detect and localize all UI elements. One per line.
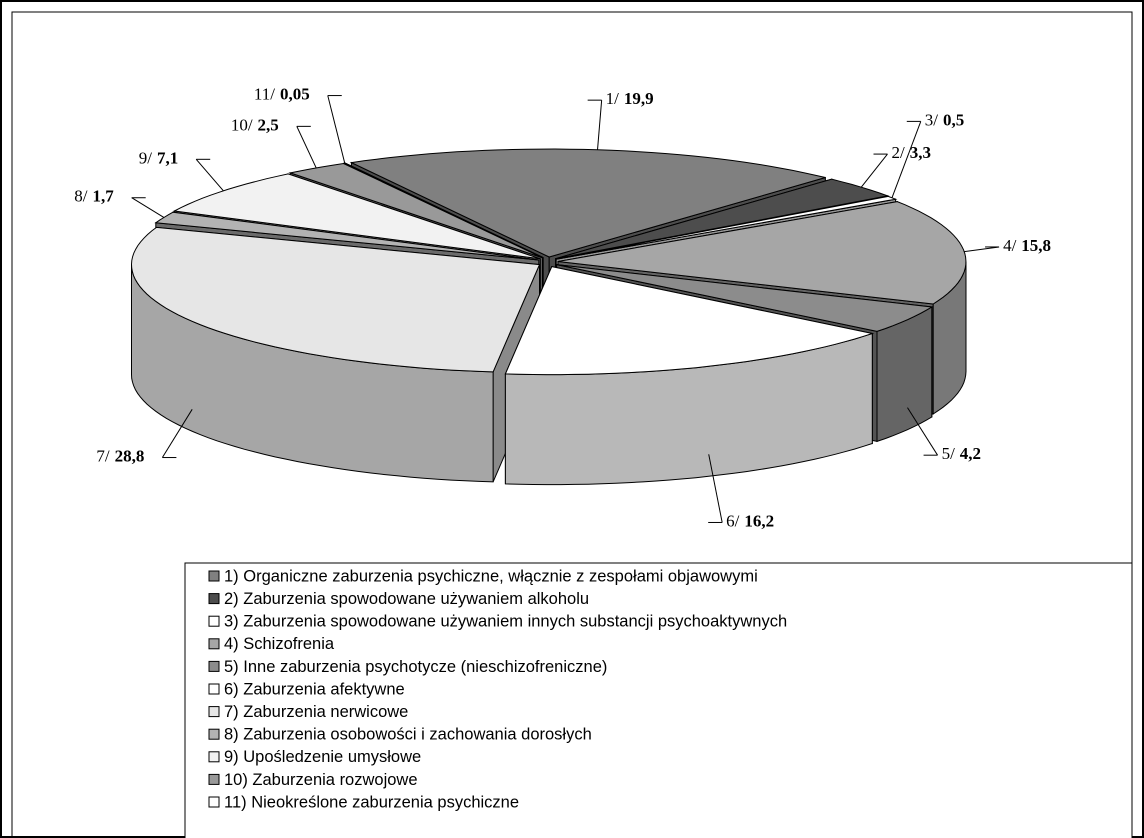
legend-swatch xyxy=(208,615,220,627)
legend-swatch xyxy=(208,593,220,605)
leader-line xyxy=(891,121,922,198)
slice xyxy=(556,264,934,332)
slice-number: 8/ xyxy=(74,187,88,206)
data-label: 5/4,2 xyxy=(942,444,981,463)
legend-label: 4) Schizofrenia xyxy=(224,635,335,653)
legend-swatch xyxy=(208,638,220,650)
legend-label: 2) Zaburzenia spowodowane używaniem alko… xyxy=(224,590,589,608)
value-label: 7,1 xyxy=(157,148,178,167)
leader-line xyxy=(131,197,165,218)
legend-label: 1) Organiczne zaburzenia psychiczne, włą… xyxy=(224,567,758,585)
slice-number: 1/ xyxy=(606,89,620,108)
slice-number: 2/ xyxy=(891,143,905,162)
leader-line xyxy=(860,153,888,188)
leader-line xyxy=(296,126,317,169)
plot-frame xyxy=(11,11,1133,838)
data-label: 10/2,5 xyxy=(231,115,279,134)
slice xyxy=(557,201,967,305)
slice-number: 10/ xyxy=(231,115,253,134)
value-label: 0,05 xyxy=(280,84,310,103)
slice-number: 3/ xyxy=(925,110,939,129)
data-label: 6/16,2 xyxy=(726,511,774,530)
data-label: 8/1,7 xyxy=(74,187,114,206)
leader-line xyxy=(708,454,723,523)
legend-swatch xyxy=(208,660,220,672)
slice xyxy=(154,211,539,261)
slice xyxy=(343,162,544,259)
value-label: 19,9 xyxy=(624,89,654,108)
data-label: 1/19,9 xyxy=(606,89,654,108)
data-label: 2/3,3 xyxy=(891,143,930,162)
legend-box xyxy=(184,562,1133,838)
legend-label: 6) Zaburzenia afektywne xyxy=(224,680,405,698)
leader-line xyxy=(964,246,1000,253)
value-label: 16,2 xyxy=(744,511,774,530)
legend-swatch xyxy=(208,706,220,718)
legend-label: 11) Nieokreślone zaburzenia psychiczne xyxy=(224,793,519,811)
legend-label: 3) Zaburzenia spowodowane używaniem inny… xyxy=(224,613,787,631)
legend-label: 5) Inne zaburzenia psychotycze (nieschiz… xyxy=(224,658,607,676)
leader-line xyxy=(597,100,603,150)
leader-line xyxy=(195,158,224,192)
legend-label: 8) Zaburzenia osobowości i zachowania do… xyxy=(224,726,592,744)
legend-swatch xyxy=(208,751,220,763)
data-label: 4/15,8 xyxy=(1003,236,1051,255)
value-label: 28,8 xyxy=(115,446,145,465)
legend-swatch xyxy=(208,773,220,785)
legend-swatch xyxy=(208,728,220,740)
slice-number: 6/ xyxy=(726,511,740,530)
leader-line xyxy=(907,407,938,456)
legend-swatch xyxy=(208,683,220,695)
legend-swatch xyxy=(208,796,220,808)
slice xyxy=(130,226,541,373)
leader-line xyxy=(161,409,193,458)
data-label: 9/7,1 xyxy=(139,148,178,167)
slice-number: 11/ xyxy=(254,84,275,103)
slice xyxy=(288,162,543,259)
value-label: 0,5 xyxy=(943,110,964,129)
legend-swatch xyxy=(208,570,220,582)
slice xyxy=(504,266,875,376)
data-label: 7/28,8 xyxy=(96,446,144,465)
value-label: 4,2 xyxy=(960,444,981,463)
slice xyxy=(349,148,826,258)
value-label: 15,8 xyxy=(1021,236,1051,255)
legend-label: 10) Zaburzenia rozwojowe xyxy=(224,771,418,789)
slice-number: 9/ xyxy=(139,148,153,167)
value-label: 2,5 xyxy=(258,115,279,134)
legend-label: 9) Upośledzenie umysłowe xyxy=(224,748,421,766)
slice-number: 5/ xyxy=(942,444,956,463)
pie xyxy=(130,148,967,486)
slice-number: 4/ xyxy=(1003,236,1017,255)
leader-line xyxy=(327,95,346,164)
legend-label: 7) Zaburzenia nerwicowe xyxy=(224,703,408,721)
slice-number: 7/ xyxy=(96,446,110,465)
data-label: 3/0,5 xyxy=(925,110,964,129)
data-label: 11/0,05 xyxy=(254,84,310,103)
value-label: 1,7 xyxy=(92,187,114,206)
value-label: 3,3 xyxy=(910,143,931,162)
slice xyxy=(172,173,541,260)
